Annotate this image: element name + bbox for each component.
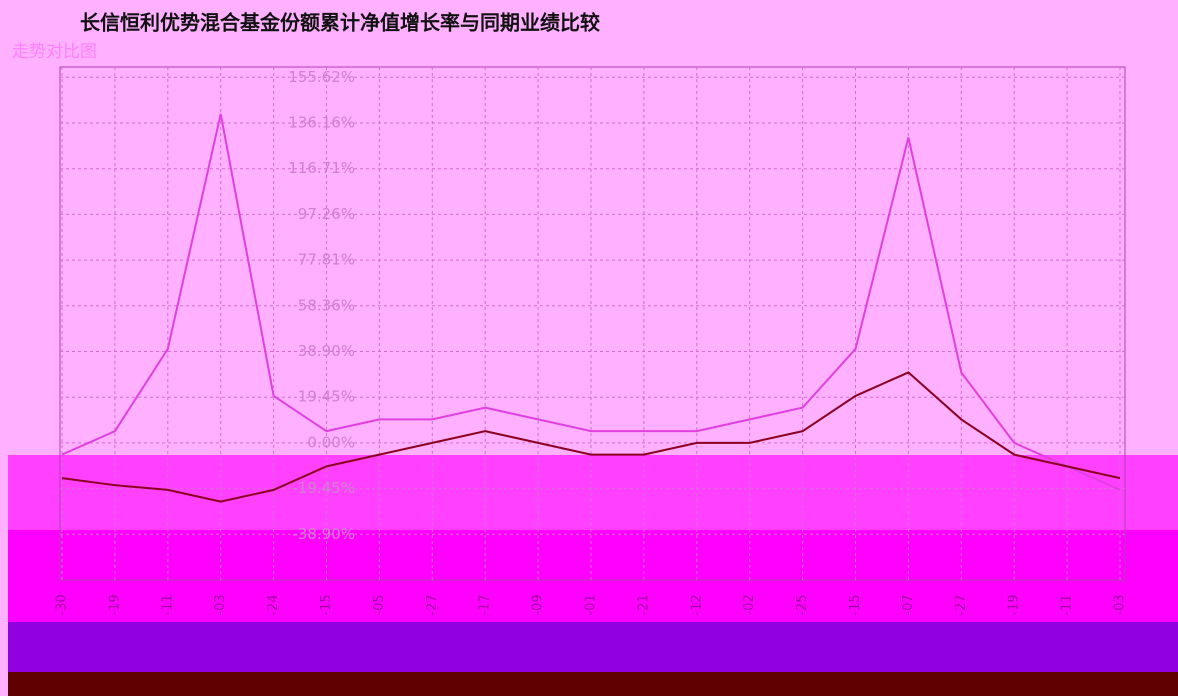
band xyxy=(8,622,1178,672)
x-tick-label: -01 xyxy=(584,594,599,615)
x-tick-label: -09 xyxy=(531,594,546,615)
x-tick-label: -27 xyxy=(954,594,969,615)
x-tick-label: -12 xyxy=(689,594,704,615)
x-tick-label: -02 xyxy=(742,594,757,615)
series-line xyxy=(61,113,1121,491)
x-tick-label: -03 xyxy=(213,594,228,615)
x-tick-label: -30 xyxy=(55,594,70,615)
x-tick-label: -15 xyxy=(319,594,334,615)
y-tick-label: 58.36% xyxy=(298,296,355,314)
x-tick-label: -27 xyxy=(425,594,440,615)
y-tick-label: 116.71% xyxy=(288,159,355,177)
x-tick-label: -11 xyxy=(1060,594,1075,615)
x-tick-label: -11 xyxy=(160,594,175,615)
x-tick-label: -19 xyxy=(1007,594,1022,615)
y-tick-label: 0.00% xyxy=(307,433,355,451)
x-tick-label: -19 xyxy=(107,594,122,615)
band xyxy=(8,672,1178,696)
y-tick-label: 19.45% xyxy=(298,388,355,406)
y-tick-label: 155.62% xyxy=(288,68,355,86)
y-tick-label: -19.45% xyxy=(292,479,355,497)
plot-frame xyxy=(59,66,1126,581)
x-tick-label: -21 xyxy=(636,594,651,615)
band xyxy=(8,530,1178,622)
series-line xyxy=(61,371,1121,503)
chart-subtitle: 走势对比图 xyxy=(12,42,97,62)
x-tick-label: -17 xyxy=(478,594,493,615)
x-tick-label: -07 xyxy=(901,594,916,615)
x-tick-label: -15 xyxy=(848,594,863,615)
y-tick-label: -38.90% xyxy=(292,525,355,543)
chart-title: 长信恒利优势混合基金份额累计净值增长率与同期业绩比较 xyxy=(80,11,600,35)
x-tick-label: -05 xyxy=(372,594,387,615)
y-tick-label: 136.16% xyxy=(288,114,355,132)
x-tick-label: -24 xyxy=(266,594,281,615)
x-tick-label: -03 xyxy=(1113,594,1128,615)
band xyxy=(8,455,1178,530)
x-tick-label: -25 xyxy=(795,594,810,615)
